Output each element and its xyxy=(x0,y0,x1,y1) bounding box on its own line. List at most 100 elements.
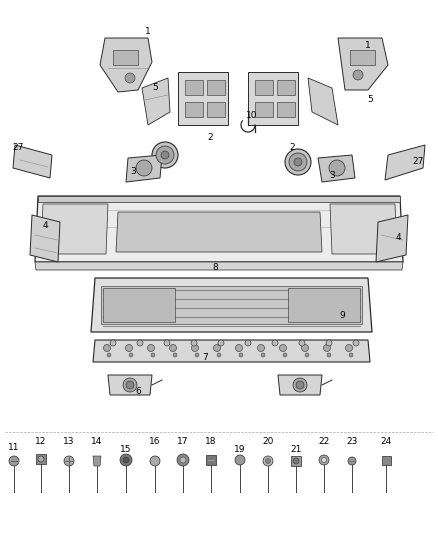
Circle shape xyxy=(64,456,74,466)
Text: 27: 27 xyxy=(12,143,24,152)
Polygon shape xyxy=(376,215,408,262)
Circle shape xyxy=(296,381,304,389)
Bar xyxy=(113,50,138,65)
Text: 19: 19 xyxy=(234,445,246,454)
Text: 15: 15 xyxy=(120,445,132,454)
Circle shape xyxy=(265,458,271,464)
Bar xyxy=(288,288,360,322)
Circle shape xyxy=(258,344,265,351)
Circle shape xyxy=(218,340,224,346)
Circle shape xyxy=(329,160,345,176)
Text: 4: 4 xyxy=(395,233,401,243)
Bar xyxy=(207,80,225,95)
Polygon shape xyxy=(308,78,338,125)
Text: 5: 5 xyxy=(367,95,373,104)
Text: 20: 20 xyxy=(262,438,274,447)
Text: 22: 22 xyxy=(318,438,330,447)
Circle shape xyxy=(123,457,129,463)
Polygon shape xyxy=(318,155,355,182)
Text: 2: 2 xyxy=(289,143,295,152)
Polygon shape xyxy=(13,145,52,178)
Circle shape xyxy=(324,344,331,351)
Text: 14: 14 xyxy=(91,438,102,447)
Circle shape xyxy=(299,340,305,346)
Circle shape xyxy=(126,344,133,351)
Circle shape xyxy=(156,146,174,164)
Circle shape xyxy=(236,344,243,351)
Bar xyxy=(185,80,203,95)
Circle shape xyxy=(283,353,287,357)
Text: 27: 27 xyxy=(412,157,424,166)
Circle shape xyxy=(294,158,302,166)
Polygon shape xyxy=(248,72,298,125)
Circle shape xyxy=(217,353,221,357)
Polygon shape xyxy=(116,212,322,252)
Circle shape xyxy=(319,455,329,465)
Text: 23: 23 xyxy=(346,438,358,447)
Circle shape xyxy=(9,456,19,466)
Circle shape xyxy=(195,353,199,357)
Bar xyxy=(382,456,391,465)
Polygon shape xyxy=(126,155,162,182)
Circle shape xyxy=(136,160,152,176)
Polygon shape xyxy=(278,375,322,395)
Circle shape xyxy=(263,456,273,466)
Circle shape xyxy=(151,353,155,357)
Bar xyxy=(277,80,295,95)
Polygon shape xyxy=(35,262,403,270)
Circle shape xyxy=(164,340,170,346)
Text: 16: 16 xyxy=(149,438,161,447)
Circle shape xyxy=(327,353,331,357)
Text: 2: 2 xyxy=(207,133,213,142)
Circle shape xyxy=(301,344,308,351)
Circle shape xyxy=(110,340,116,346)
Text: 17: 17 xyxy=(177,438,189,447)
Circle shape xyxy=(123,378,137,392)
Polygon shape xyxy=(30,215,60,262)
Circle shape xyxy=(191,340,197,346)
Polygon shape xyxy=(385,145,425,180)
Bar xyxy=(185,102,203,117)
Polygon shape xyxy=(35,196,403,262)
Circle shape xyxy=(293,378,307,392)
Circle shape xyxy=(191,344,198,351)
Text: 4: 4 xyxy=(42,221,48,230)
Bar xyxy=(206,455,216,465)
Text: 1: 1 xyxy=(365,41,371,50)
Bar xyxy=(103,288,175,322)
Circle shape xyxy=(245,340,251,346)
Circle shape xyxy=(129,353,133,357)
Text: 5: 5 xyxy=(152,84,158,93)
Circle shape xyxy=(125,73,135,83)
Text: 8: 8 xyxy=(212,263,218,272)
Circle shape xyxy=(289,153,307,171)
Polygon shape xyxy=(91,278,372,332)
Circle shape xyxy=(235,455,245,465)
Circle shape xyxy=(349,353,353,357)
Circle shape xyxy=(152,142,178,168)
Text: 12: 12 xyxy=(35,438,47,447)
Circle shape xyxy=(239,353,243,357)
Circle shape xyxy=(293,458,299,464)
Circle shape xyxy=(353,70,363,80)
Circle shape xyxy=(177,454,189,466)
Bar xyxy=(291,456,301,466)
Circle shape xyxy=(326,340,332,346)
Text: 18: 18 xyxy=(205,438,217,447)
Circle shape xyxy=(120,454,132,466)
Circle shape xyxy=(107,353,111,357)
Circle shape xyxy=(213,344,220,351)
Text: 9: 9 xyxy=(339,311,345,319)
Bar xyxy=(277,102,295,117)
Circle shape xyxy=(321,457,326,463)
Bar xyxy=(350,50,375,65)
Circle shape xyxy=(348,457,356,465)
Polygon shape xyxy=(142,78,170,125)
Circle shape xyxy=(103,344,110,351)
Polygon shape xyxy=(338,38,388,90)
Polygon shape xyxy=(93,456,101,466)
Text: 21: 21 xyxy=(290,445,302,454)
Polygon shape xyxy=(108,375,152,395)
Circle shape xyxy=(279,344,286,351)
Circle shape xyxy=(137,340,143,346)
